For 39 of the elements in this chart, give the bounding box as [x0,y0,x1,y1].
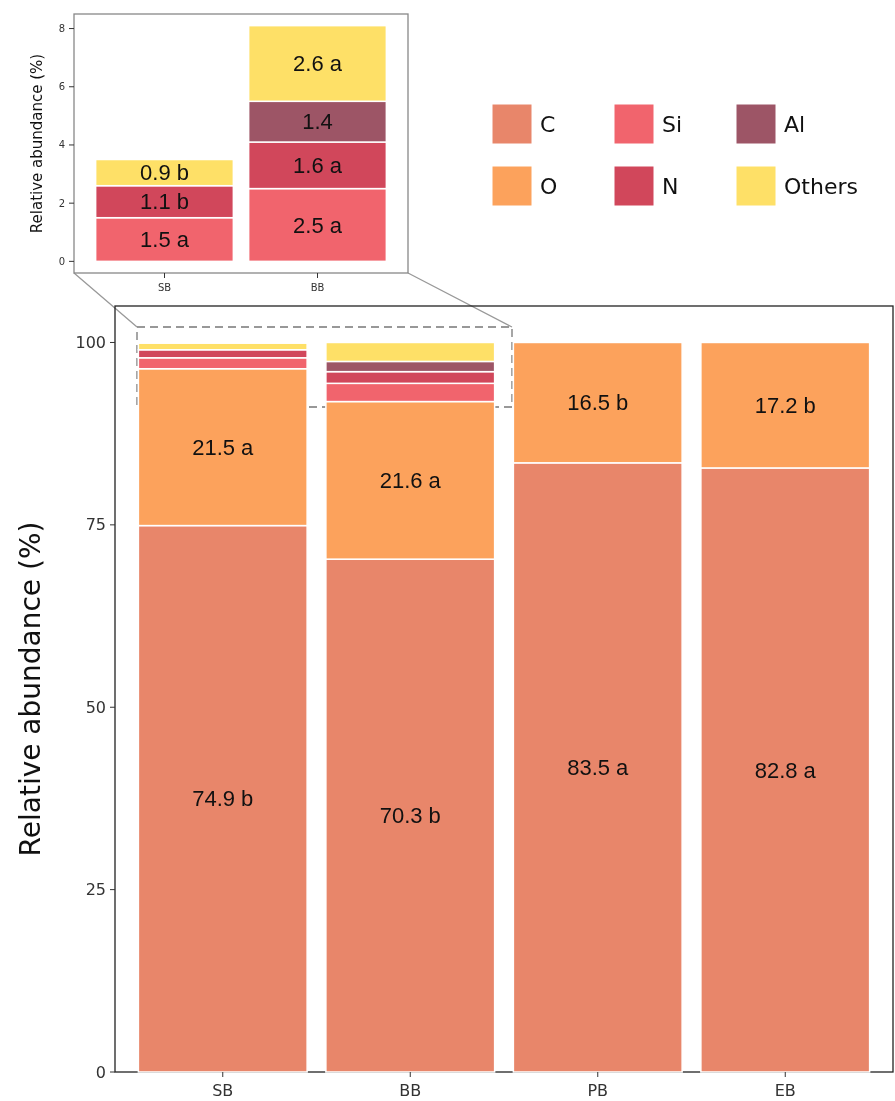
y-tick-label: 25 [85,880,106,900]
x-tick-label: BB [310,282,325,293]
y-tick-label: 100 [75,333,106,353]
x-tick-label: PB [587,1081,609,1100]
y-tick-label: 4 [58,139,65,151]
data-label: 1.6 a [293,153,343,179]
y-tick-label: 2 [58,197,65,209]
data-label: 2.6 a [293,51,343,77]
x-tick-label: SB [157,282,172,293]
data-label: 1.4 [302,109,333,135]
data-label: 17.2 b [754,392,816,418]
y-tick-label: 6 [58,81,65,93]
legend-label: Si [662,111,683,137]
legend-label: Others [784,173,858,199]
data-label: 1.5 a [140,227,190,253]
y-tick-label: 0 [58,255,65,267]
data-label: 16.5 b [567,390,629,416]
x-tick-label: SB [212,1081,234,1100]
x-tick-label: BB [399,1081,422,1100]
legend-label: N [662,173,679,199]
legend-label: O [540,173,558,199]
data-label: 83.5 a [567,755,630,781]
legend-label: Al [784,111,806,137]
y-tick-label: 75 [85,515,106,535]
x-tick-label: EB [774,1081,796,1100]
y-axis-title: Relative abundance (%) [14,521,47,857]
data-label: 0.9 b [140,160,189,186]
y-axis-title: Relative abundance (%) [28,53,46,234]
data-label: 21.6 a [379,468,442,494]
data-label: 70.3 b [379,803,441,829]
data-label: 74.9 b [192,786,254,812]
data-label: 1.1 b [140,189,189,215]
data-label: 21.5 a [192,434,255,460]
y-tick-label: 0 [95,1062,106,1082]
legend-label: C [540,111,556,137]
y-tick-label: 50 [85,697,106,717]
data-label: 2.5 a [293,212,343,238]
data-label: 82.8 a [754,757,817,783]
y-tick-label: 8 [58,23,65,35]
